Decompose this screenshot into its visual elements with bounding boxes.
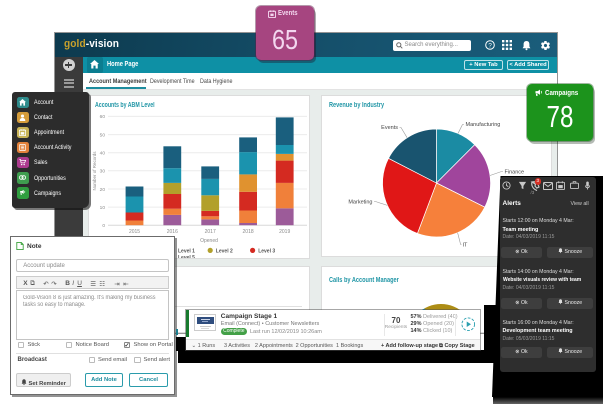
svg-text:Level 5: Level 5 — [178, 255, 195, 259]
svg-text:?: ? — [488, 42, 492, 49]
svg-text:40: 40 — [100, 150, 106, 156]
svg-text:60: 60 — [100, 114, 106, 120]
svg-text:30: 30 — [100, 168, 106, 174]
svg-text:Level 1: Level 1 — [178, 248, 195, 254]
svg-text:0: 0 — [102, 223, 105, 229]
svg-text:Manufacturing: Manufacturing — [465, 122, 500, 128]
svg-text:2019: 2019 — [279, 229, 290, 235]
svg-text:2017: 2017 — [205, 229, 216, 235]
svg-text:10: 10 — [100, 204, 106, 210]
svg-text:2018: 2018 — [243, 229, 254, 235]
svg-text:Number of Records: Number of Records — [92, 150, 97, 190]
svg-text:Marketing: Marketing — [348, 199, 372, 205]
svg-text:Opened: Opened — [200, 238, 218, 244]
svg-text:20: 20 — [100, 186, 106, 192]
svg-text:Level 3: Level 3 — [258, 248, 275, 254]
svg-text:IT: IT — [462, 242, 468, 248]
svg-text:Finance: Finance — [504, 169, 524, 175]
svg-text:2016: 2016 — [167, 229, 178, 235]
svg-text:2015: 2015 — [129, 229, 140, 235]
svg-text:Level 2: Level 2 — [216, 248, 233, 254]
svg-text:Events: Events — [381, 125, 398, 131]
svg-text:50: 50 — [100, 132, 106, 138]
